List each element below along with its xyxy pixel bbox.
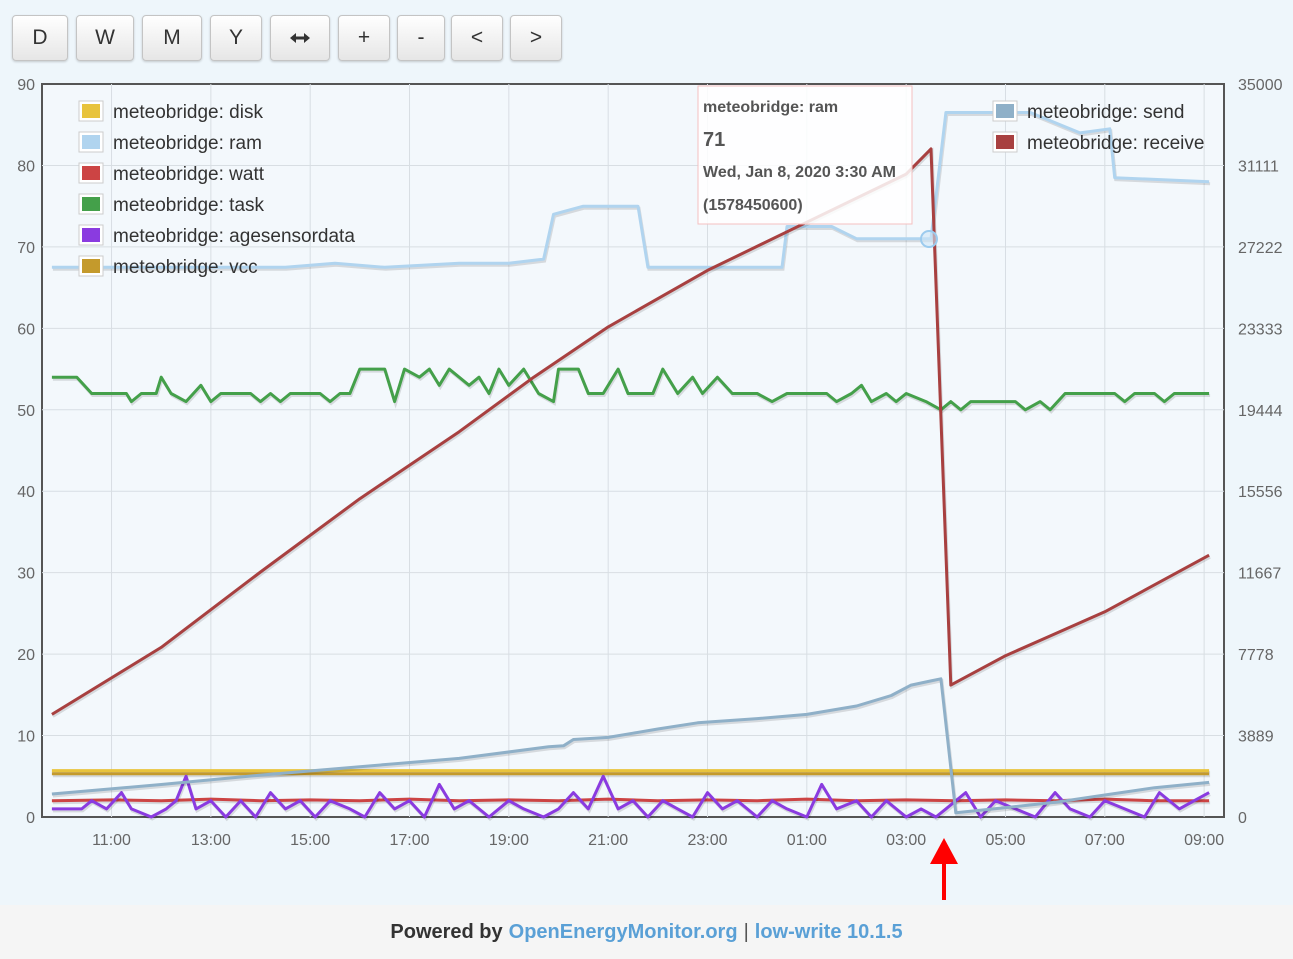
red-arrow-annotation	[930, 838, 958, 900]
y-right-tick-label: 27222	[1238, 240, 1283, 257]
y-left-tick-label: 30	[17, 566, 35, 583]
footer: Powered by OpenEnergyMonitor.org | low-w…	[0, 905, 1293, 959]
openenergymonitor-link[interactable]: OpenEnergyMonitor.org	[508, 920, 738, 943]
y-left-tick-label: 90	[17, 77, 35, 94]
y-left-tick-label: 0	[26, 810, 35, 827]
series-line-receive	[51, 147, 1210, 716]
y-right-tick-label: 35000	[1238, 77, 1283, 94]
legend-swatch	[82, 197, 100, 211]
legend-item-send[interactable]: meteobridge: send	[992, 100, 1184, 123]
series-line-send	[51, 677, 1210, 815]
y-right-tick-label: 11667	[1238, 566, 1281, 583]
x-tick-label: 05:00	[985, 832, 1025, 849]
legend-label: meteobridge: disk	[113, 102, 263, 123]
legend-swatch	[82, 259, 100, 273]
legend-item-task[interactable]: meteobridge: task	[78, 193, 265, 216]
tooltip-timestamp: (1578450600)	[703, 197, 803, 214]
legend-swatch	[82, 104, 100, 118]
week-button[interactable]: W	[76, 15, 134, 61]
tooltip-value: 71	[703, 129, 725, 151]
legend-item-ram[interactable]: meteobridge: ram	[78, 131, 262, 154]
x-tick-label: 01:00	[787, 832, 827, 849]
legend-right: meteobridge: send meteobridge: receive	[992, 100, 1204, 154]
powered-by-text: Powered by	[390, 920, 503, 943]
tooltip: meteobridge: ram 71 Wed, Jan 8, 2020 3:3…	[697, 85, 913, 225]
y-left-tick-label: 20	[17, 647, 35, 664]
x-tick-label: 09:00	[1184, 832, 1224, 849]
year-button[interactable]: Y	[210, 15, 262, 61]
version-link[interactable]: low-write 10.1.5	[754, 920, 903, 943]
pan-right-button[interactable]: >	[510, 15, 562, 61]
x-tick-label: 17:00	[389, 832, 429, 849]
x-tick-label: 03:00	[886, 832, 926, 849]
y-left-tick-label: 60	[17, 321, 35, 338]
legend-swatch	[996, 104, 1014, 118]
y-right-tick-label: 0	[1238, 810, 1247, 827]
zoom-out-button[interactable]: -	[397, 15, 445, 61]
legend-label: meteobridge: receive	[1027, 133, 1204, 154]
y-right-tick-label: 7778	[1238, 647, 1274, 664]
legend-swatch	[82, 228, 100, 242]
right-axis: 0 3889 7778 11667 15556 19444 23333 27222 31111 3…	[1238, 77, 1283, 827]
horizontal-arrows-icon	[290, 33, 310, 43]
legend-item-receive[interactable]: meteobridge: receive	[992, 131, 1204, 154]
series-shadow-send	[52, 678, 1211, 817]
x-tick-label: 23:00	[687, 832, 727, 849]
y-right-tick-label: 19444	[1238, 403, 1283, 420]
legend-swatch	[996, 135, 1014, 149]
x-tick-label: 15:00	[290, 832, 330, 849]
legend-item-watt[interactable]: meteobridge: watt	[78, 162, 265, 185]
x-tick-label: 11:00	[92, 832, 131, 849]
legend-item-agesensordata[interactable]: meteobridge: agesensordata	[78, 224, 355, 247]
hover-marker	[920, 230, 938, 248]
x-tick-label: 21:00	[588, 832, 628, 849]
zoom-in-button[interactable]: +	[338, 15, 390, 61]
x-tick-label: 07:00	[1085, 832, 1125, 849]
y-left-tick-label: 80	[17, 158, 35, 175]
legend-label: meteobridge: send	[1027, 102, 1184, 123]
legend-item-vcc[interactable]: meteobridge: vcc	[78, 255, 258, 278]
grid	[42, 84, 1224, 817]
legend-label: meteobridge: agesensordata	[113, 226, 355, 247]
y-right-tick-label: 23333	[1238, 321, 1283, 338]
legend-swatch	[82, 135, 100, 149]
y-left-tick-label: 10	[17, 729, 35, 746]
legend-left: meteobridge: disk meteobridge: ram meteobr…	[78, 100, 355, 278]
legend-label: meteobridge: watt	[113, 164, 265, 185]
x-axis: 11:00 13:00 15:00 17:00 19:00 21:00 23:00 01:00…	[92, 832, 1224, 849]
graph-plot[interactable]: 0 10 20 30 40 50 60 70 80 90 0 3889 7778 11667 15556 1…	[0, 0, 1293, 900]
x-tick-label: 19:00	[489, 832, 529, 849]
legend-label: meteobridge: task	[113, 195, 265, 216]
left-axis: 0 10 20 30 40 50 60 70 80 90	[17, 77, 35, 827]
legend-label: meteobridge: ram	[113, 133, 262, 154]
y-right-tick-label: 31111	[1238, 158, 1279, 175]
y-right-tick-label: 3889	[1238, 729, 1274, 746]
legend-label: meteobridge: vcc	[113, 257, 258, 278]
x-tick-label: 13:00	[191, 832, 231, 849]
legend-swatch	[82, 166, 100, 180]
y-left-tick-label: 40	[17, 484, 35, 501]
y-right-tick-label: 15556	[1238, 484, 1283, 501]
month-button[interactable]: M	[142, 15, 202, 61]
pan-left-button[interactable]: <	[451, 15, 503, 61]
series-shadow-receive	[52, 147, 1211, 718]
fit-button[interactable]	[270, 15, 330, 61]
series	[51, 111, 1211, 822]
y-left-tick-label: 50	[17, 403, 35, 420]
series-line-task	[51, 367, 1210, 412]
tooltip-series: meteobridge: ram	[703, 99, 838, 116]
series-line-ram	[51, 111, 1210, 269]
y-left-tick-label: 70	[17, 240, 35, 257]
footer-separator: |	[743, 920, 749, 943]
tooltip-time: Wed, Jan 8, 2020 3:30 AM	[703, 164, 896, 181]
plot-background	[41, 83, 1225, 818]
day-button[interactable]: D	[12, 15, 68, 61]
series-line-agesensordata	[51, 774, 1210, 819]
legend-item-disk[interactable]: meteobridge: disk	[78, 100, 263, 123]
